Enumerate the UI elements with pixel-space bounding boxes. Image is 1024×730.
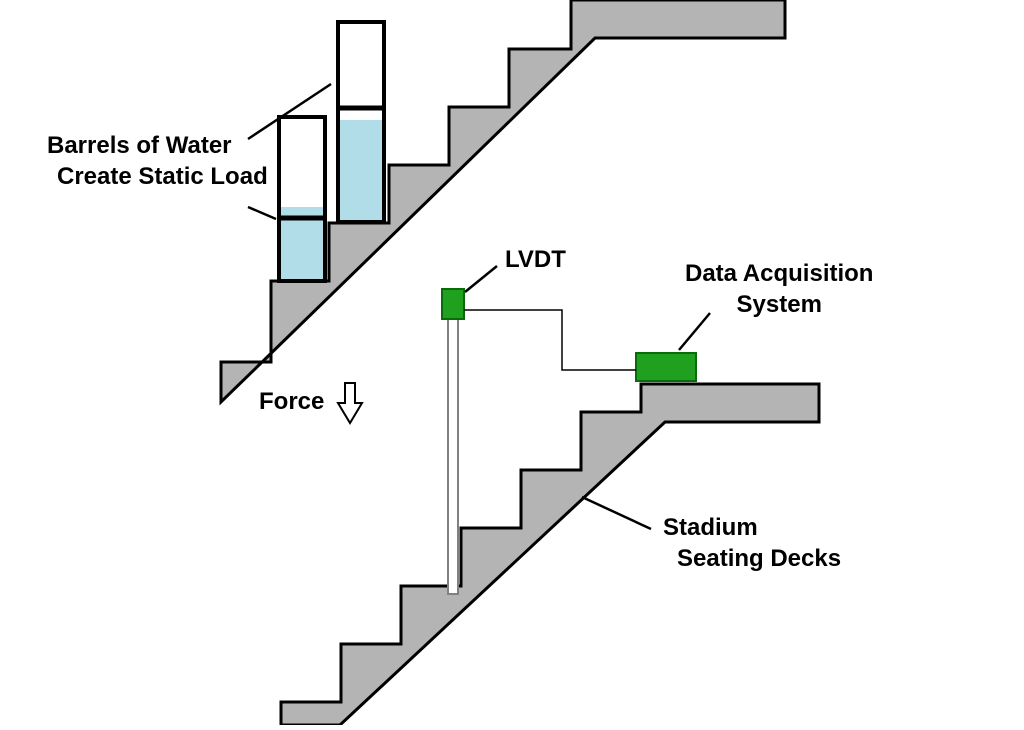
daq-box [636,353,696,381]
diagram-container: Barrels of Water Create Static Load LVDT… [0,0,1024,725]
barrel-left [279,117,325,281]
label-stadium-line2: Seating Decks [663,543,841,574]
label-force: Force [259,386,324,417]
label-stadium: Stadium Seating Decks [663,512,841,574]
wire-lvdt-to-daq [464,310,636,370]
leader-lvdt [465,266,497,292]
leader-stadium [582,497,651,529]
label-barrels-line2: Create Static Load [47,161,268,192]
label-daq-line2: System [685,289,873,320]
label-lvdt: LVDT [505,244,566,275]
lvdt-sensor [442,289,464,319]
lvdt-rod [448,319,458,594]
label-stadium-line1: Stadium [663,512,841,543]
label-barrels-line1: Barrels of Water [47,130,268,161]
leader-barrels-left [248,207,276,219]
force-arrow [338,383,362,423]
label-barrels: Barrels of Water Create Static Load [47,130,268,192]
label-daq-line1: Data Acquisition [685,258,873,289]
barrel-right [338,22,384,222]
diagram-svg [0,0,1024,725]
label-daq: Data Acquisition System [685,258,873,320]
